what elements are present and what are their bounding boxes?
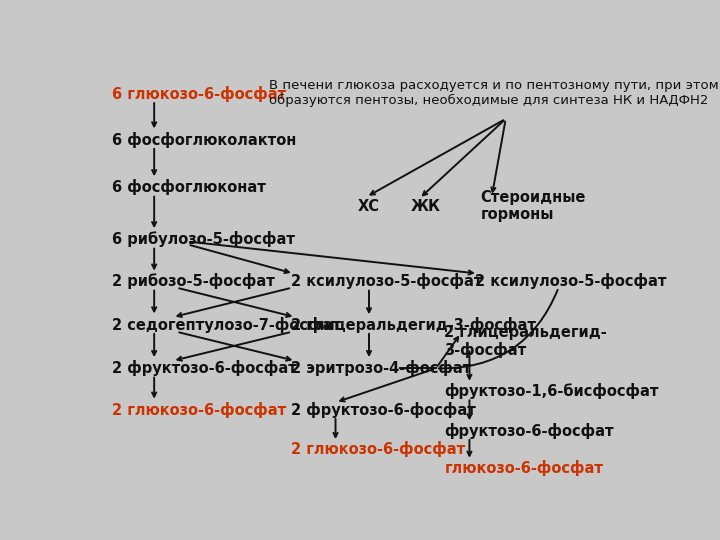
Text: 2 глюкозо-6-фосфат: 2 глюкозо-6-фосфат [112,402,287,418]
Text: В печени глюкоза расходуется и по пентозному пути, при этом
образуются пентозы, : В печени глюкоза расходуется и по пентоз… [269,79,719,107]
Text: 2 седогептулозо-7-фосфат: 2 седогептулозо-7-фосфат [112,316,341,333]
Text: 2 фруктозо-6-фосфат: 2 фруктозо-6-фосфат [112,360,297,376]
Text: фруктозо-6-фосфат: фруктозо-6-фосфат [444,423,614,438]
Text: ХС: ХС [358,199,380,214]
Text: глюкозо-6-фосфат: глюкозо-6-фосфат [444,460,603,476]
Text: 2 глицеральдегид-
3-фосфат: 2 глицеральдегид- 3-фосфат [444,325,607,358]
Text: фруктозо-1,6-бисфосфат: фруктозо-1,6-бисфосфат [444,383,659,399]
Text: Стероидные
гормоны: Стероидные гормоны [481,190,586,222]
Text: 2 ксилулозо-5-фосфат: 2 ксилулозо-5-фосфат [291,273,482,289]
Text: 2 глюкозо-6-фосфат: 2 глюкозо-6-фосфат [291,441,465,457]
Text: 6 фосфоглюконат: 6 фосфоглюконат [112,179,266,195]
Text: 2 эритрозо-4-фосфат: 2 эритрозо-4-фосфат [291,360,472,376]
Text: ЖК: ЖК [411,199,441,214]
Text: 6 фосфоглюколактон: 6 фосфоглюколактон [112,132,297,147]
Text: 2 рибозо-5-фосфат: 2 рибозо-5-фосфат [112,273,275,289]
Text: 6 рибулозо-5-фосфат: 6 рибулозо-5-фосфат [112,232,295,247]
Text: 2 глицеральдегид-3-фосфат: 2 глицеральдегид-3-фосфат [291,316,536,333]
Text: 2 ксилулозо-5-фосфат: 2 ксилулозо-5-фосфат [475,273,667,289]
Text: 6 глюкозо-6-фосфат: 6 глюкозо-6-фосфат [112,86,287,102]
Text: 2 фруктозо-6-фосфат: 2 фруктозо-6-фосфат [291,402,476,418]
